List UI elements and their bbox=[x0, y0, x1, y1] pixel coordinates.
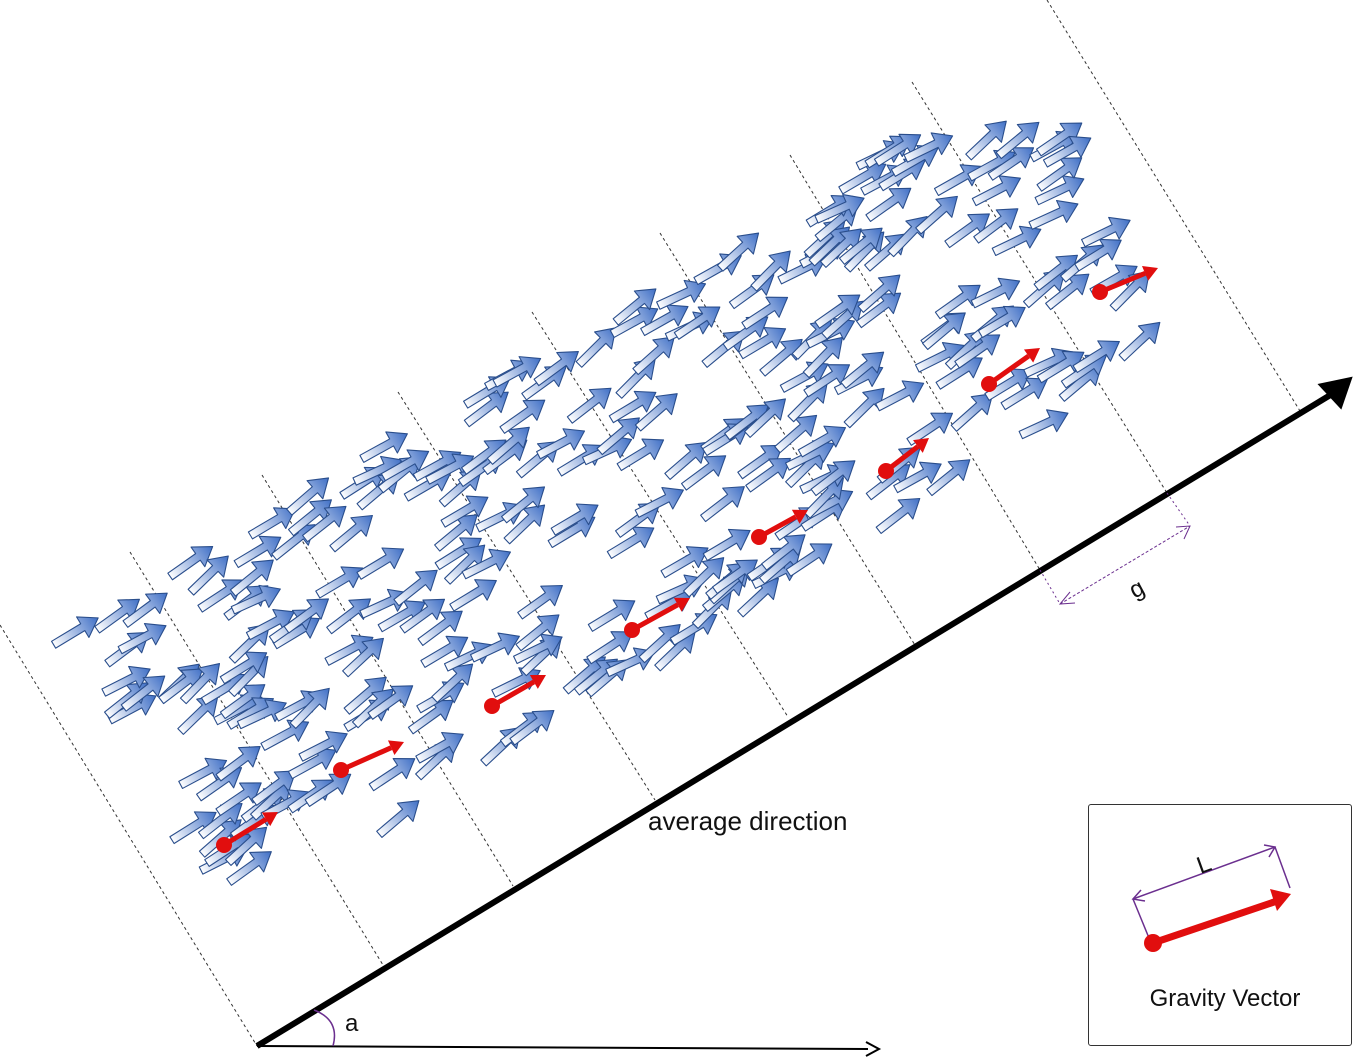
angle-label: a bbox=[345, 1010, 359, 1037]
flow-arrow-icon bbox=[546, 494, 605, 543]
angle-arc bbox=[313, 1009, 336, 1047]
bin-boundary-line bbox=[1046, 0, 1301, 412]
gravity-vector-icon bbox=[484, 675, 546, 714]
gravity-vector-icon bbox=[981, 348, 1040, 392]
gravity-vector-icon bbox=[878, 438, 929, 479]
gap-dimension bbox=[1039, 492, 1191, 605]
gravity-vector-icon bbox=[624, 597, 690, 638]
legend-box: L Gravity Vector bbox=[1088, 804, 1352, 1046]
gravity-vector-icon bbox=[1092, 265, 1158, 300]
flow-arrow-icon bbox=[504, 700, 562, 752]
flow-arrow-icon bbox=[411, 723, 470, 771]
horizontal-axis bbox=[256, 1041, 882, 1057]
gravity-vectors bbox=[216, 265, 1158, 853]
flow-arrow-icon bbox=[901, 402, 960, 453]
flow-arrows bbox=[46, 111, 1169, 893]
gravity-vector-icon bbox=[751, 509, 808, 545]
bin-boundary-line bbox=[659, 232, 919, 651]
length-dimension bbox=[1131, 844, 1291, 939]
average-direction-axis bbox=[255, 376, 1353, 1049]
legend-title: Gravity Vector bbox=[1150, 985, 1301, 1012]
flow-arrow-icon bbox=[561, 378, 619, 431]
bin-boundary-line bbox=[531, 311, 789, 718]
bin-boundary-line bbox=[129, 551, 384, 966]
bin-boundary-line bbox=[261, 474, 514, 887]
flow-arrow-icon bbox=[1015, 401, 1074, 447]
flow-arrow-icon bbox=[311, 557, 370, 606]
flow-arrow-icon bbox=[370, 790, 428, 845]
flow-arrow-icon bbox=[46, 607, 105, 656]
flow-arrow-icon bbox=[870, 488, 928, 541]
flow-arrow-icon bbox=[695, 476, 753, 529]
gravity-vector-icon bbox=[333, 740, 404, 778]
gap-label: g bbox=[1125, 574, 1149, 604]
legend-graphic: L Gravity Vector bbox=[1131, 844, 1301, 1012]
bin-boundary-line bbox=[397, 391, 656, 801]
flow-arrow-icon bbox=[1113, 313, 1169, 368]
average-direction-label: average direction bbox=[648, 806, 847, 836]
legend-gravity-vector-icon bbox=[1144, 889, 1291, 952]
flow-arrow-icon bbox=[352, 538, 411, 587]
gravity-vector-icon bbox=[216, 812, 278, 853]
bin-boundary-line bbox=[0, 624, 258, 1047]
